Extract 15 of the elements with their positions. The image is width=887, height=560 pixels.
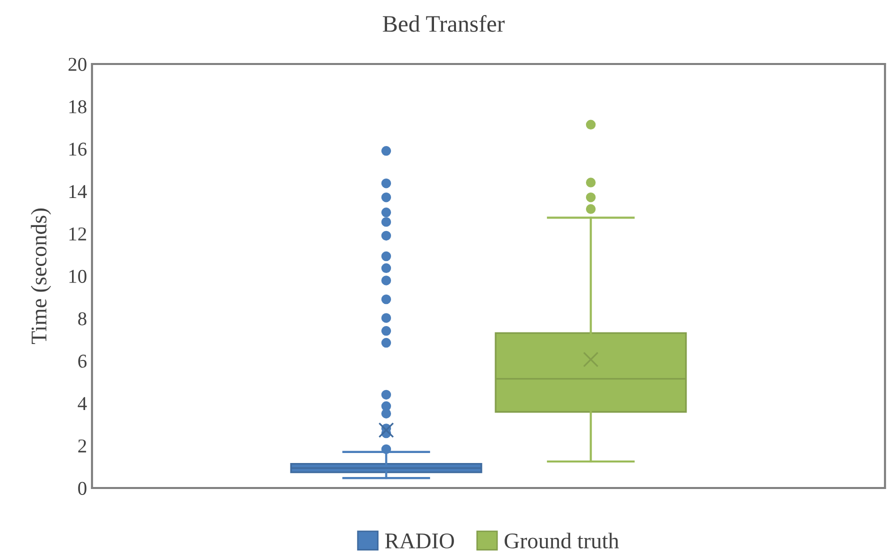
y-tick-label: 4	[78, 397, 87, 410]
y-tick-label: 10	[69, 270, 86, 283]
y-tick-label: 16	[69, 142, 87, 156]
y-tick-label: 2	[78, 439, 86, 452]
y-tick-label: 18	[69, 100, 86, 114]
y-tick-label: 20	[68, 58, 86, 71]
y-tick-label: 6	[78, 354, 87, 368]
legend-label: Ground truth	[504, 532, 619, 548]
y-tick-label: 0	[78, 482, 86, 495]
legend-label: RADIO	[385, 533, 454, 548]
y-tick-label: 8	[78, 312, 86, 326]
y-tick-label: 12	[69, 227, 86, 240]
chart-title: Bed Transfer	[382, 15, 505, 32]
y-axis-title: Time (seconds)	[30, 208, 52, 344]
y-tick-label: 14	[69, 185, 87, 198]
